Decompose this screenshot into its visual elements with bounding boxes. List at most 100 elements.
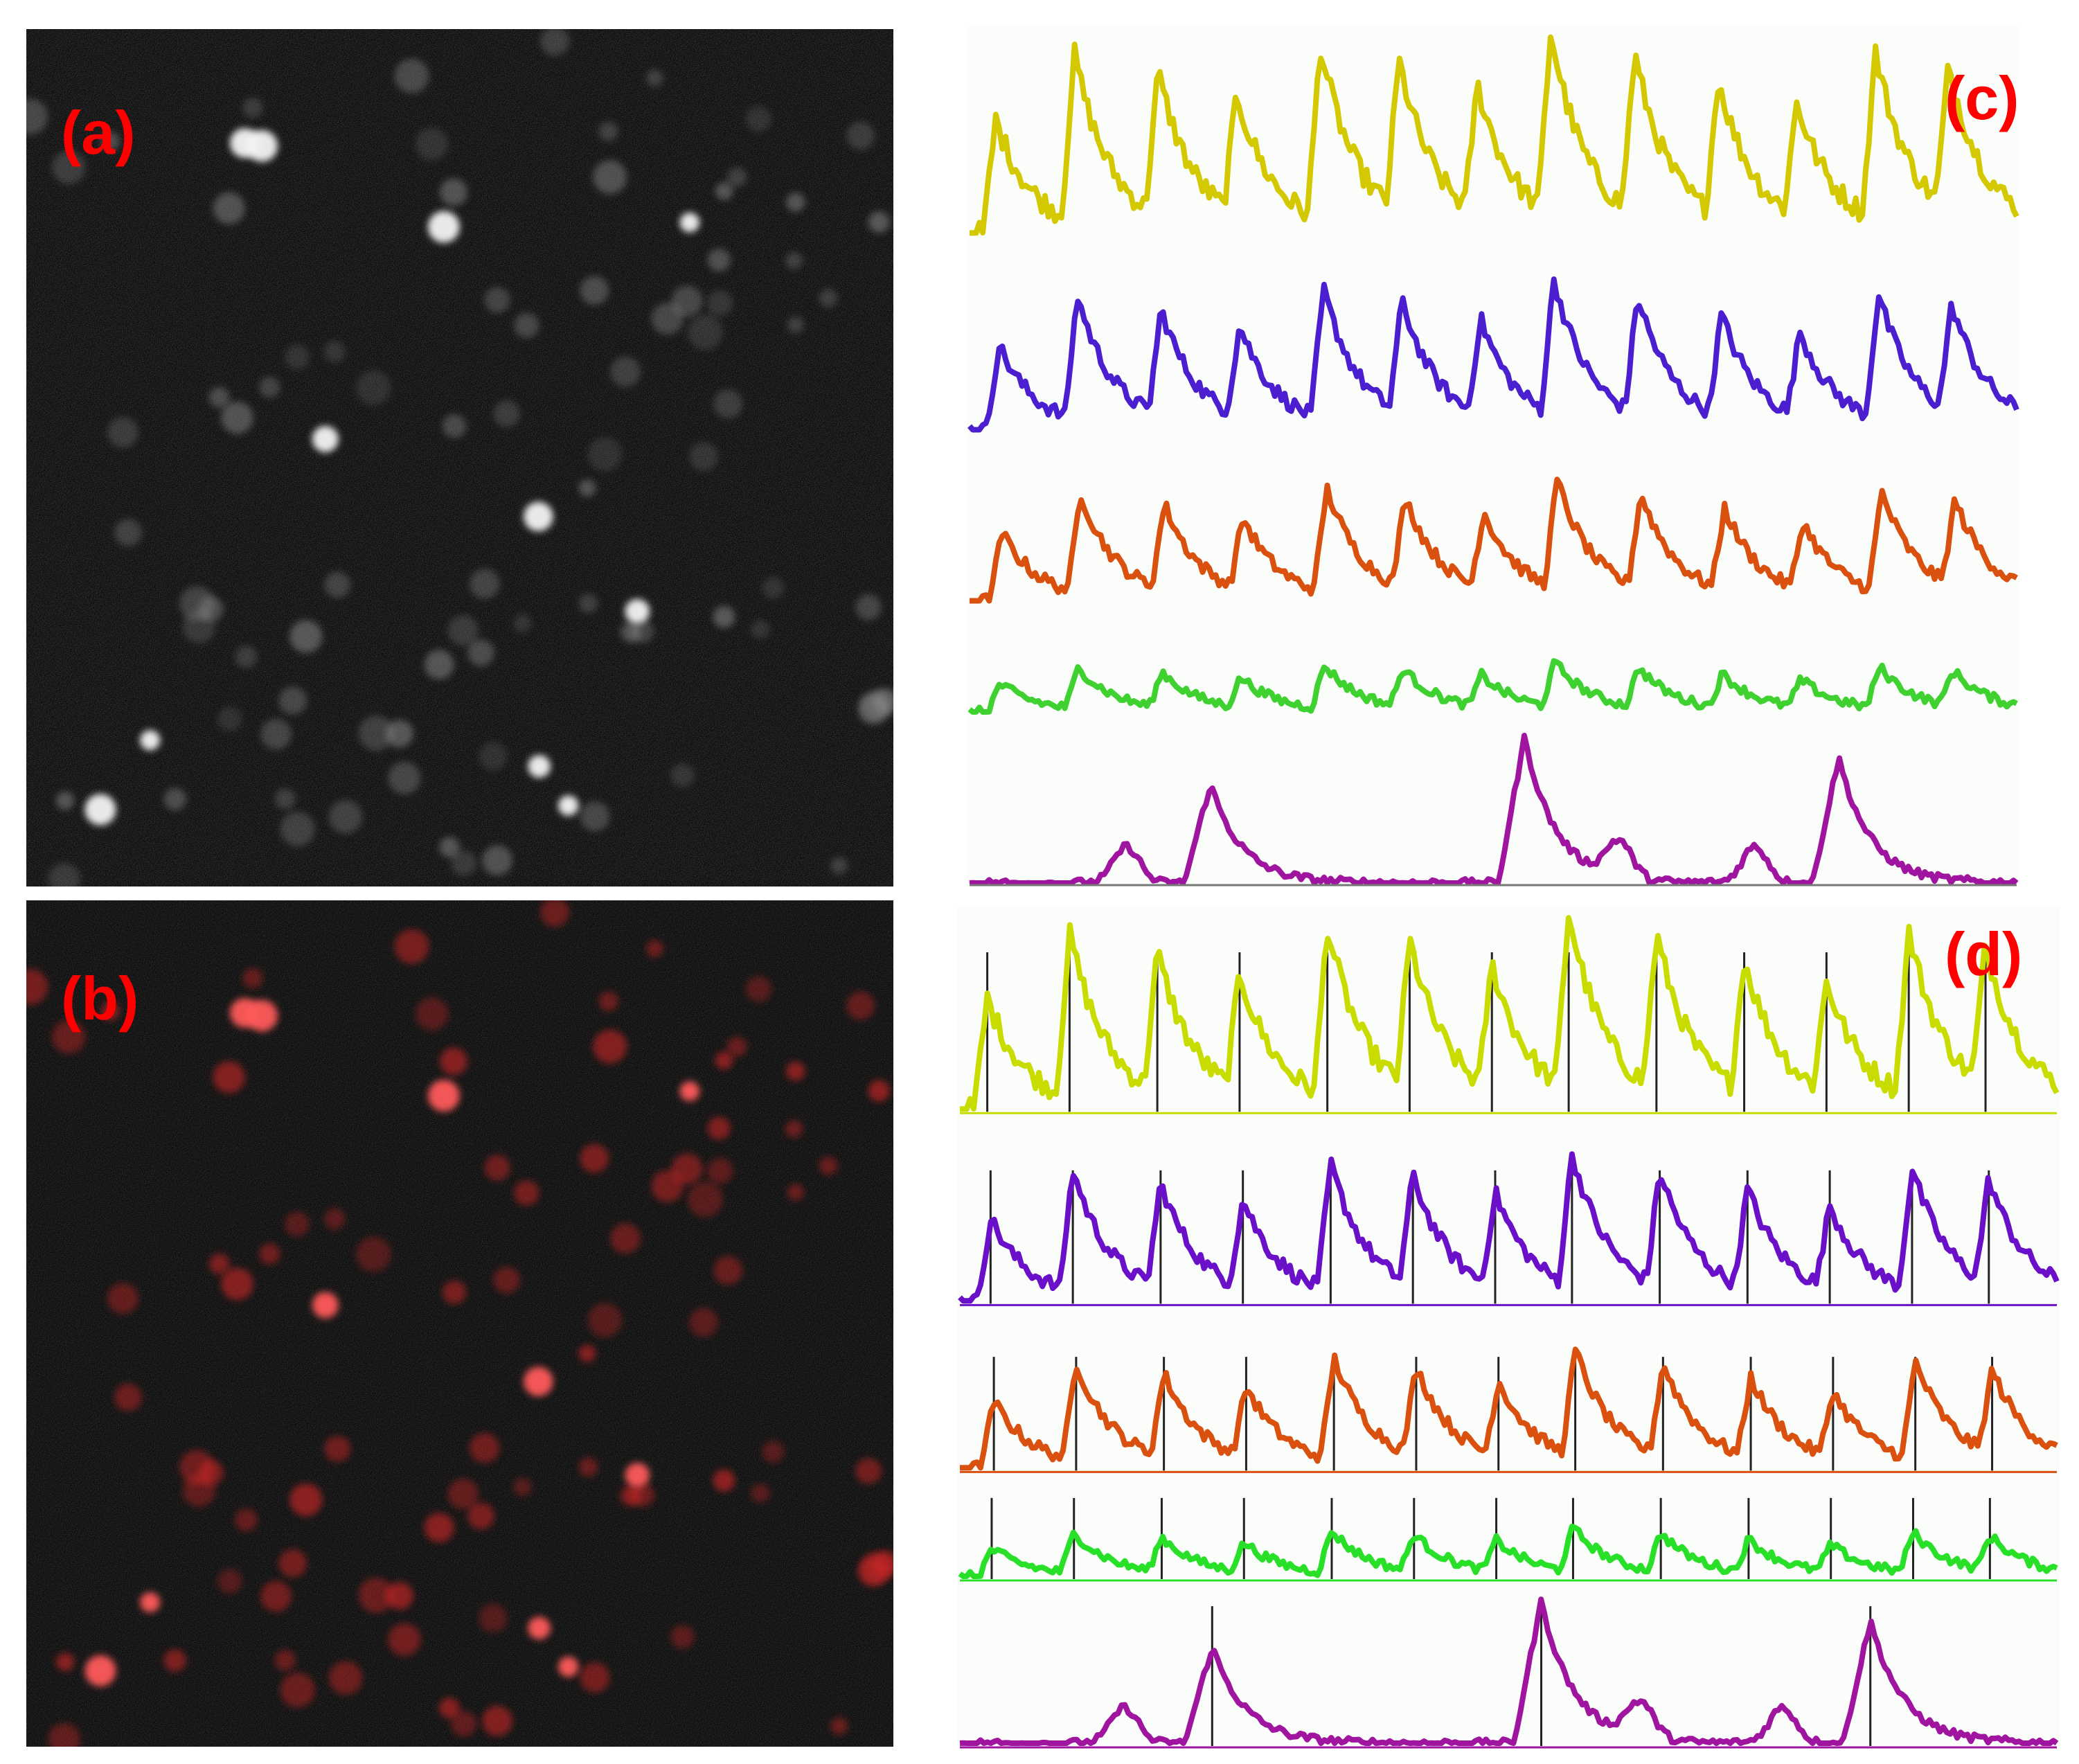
cell (260, 718, 292, 750)
trace (970, 34, 2019, 236)
cell (493, 1267, 520, 1294)
cell (855, 594, 882, 621)
cell (713, 1256, 743, 1285)
cell (751, 620, 770, 639)
cell (443, 414, 467, 438)
cell (598, 991, 618, 1012)
panel-b (26, 900, 893, 1747)
cell (715, 1051, 733, 1069)
cell (513, 1477, 532, 1497)
cell (610, 356, 641, 387)
cell (670, 1625, 695, 1649)
cell (484, 1155, 510, 1181)
cell (625, 1463, 650, 1488)
cell (862, 688, 893, 721)
cell (312, 1292, 339, 1319)
cell (786, 1062, 805, 1081)
cell (285, 344, 310, 370)
cell (524, 501, 553, 532)
trace (967, 276, 2019, 433)
cell (540, 900, 570, 927)
cell (689, 442, 718, 472)
cell (514, 1180, 539, 1206)
cell (528, 1616, 551, 1640)
cell (163, 1649, 186, 1672)
panel-d-background (957, 907, 2060, 1747)
cell (679, 212, 700, 233)
cell (727, 167, 747, 188)
panel-a (26, 29, 893, 887)
cell (386, 720, 413, 748)
cell (163, 787, 186, 810)
cell (846, 121, 875, 150)
cell (182, 610, 215, 643)
cell (578, 1344, 596, 1362)
cell (787, 316, 804, 334)
cell (428, 1080, 460, 1112)
cell (819, 1156, 838, 1175)
cell (785, 251, 803, 269)
cell (48, 863, 80, 887)
cell (48, 1723, 80, 1747)
cell (578, 479, 596, 497)
cell (470, 1433, 500, 1463)
cell (280, 811, 315, 847)
cell (107, 417, 139, 448)
cell (140, 730, 161, 751)
cell (646, 69, 663, 87)
cell (443, 1280, 467, 1304)
cell (26, 969, 48, 1005)
trace (958, 1524, 2058, 1579)
cell (727, 1036, 747, 1057)
cell (707, 248, 731, 271)
cell (386, 1582, 413, 1610)
cell (447, 615, 479, 646)
cell (830, 857, 848, 875)
cell (484, 287, 510, 313)
cell (493, 400, 520, 427)
cell (388, 761, 421, 794)
cell (868, 211, 890, 233)
cell (114, 519, 142, 546)
cell (580, 1143, 609, 1173)
cell (259, 1243, 280, 1265)
cells (26, 29, 893, 887)
cell (687, 314, 723, 350)
cell (259, 377, 280, 398)
traces (958, 34, 2060, 1749)
cell (707, 1116, 731, 1140)
cell (394, 58, 429, 93)
cell (751, 1484, 770, 1503)
cell (514, 312, 539, 339)
cell (587, 1303, 623, 1337)
cell (855, 1458, 882, 1484)
cell (285, 1211, 310, 1237)
cell (679, 1081, 700, 1101)
panel-c-background (967, 26, 2019, 887)
cell (439, 1698, 460, 1718)
cell (786, 193, 805, 212)
cell (868, 1080, 890, 1102)
cell (280, 1673, 315, 1708)
cell (762, 577, 785, 599)
cell (646, 940, 663, 958)
cell (706, 1158, 733, 1184)
cell (278, 686, 307, 715)
cell (470, 569, 500, 599)
panel-label: (a) (61, 98, 136, 167)
cell (671, 1153, 703, 1185)
cell (513, 614, 532, 633)
cell (830, 1717, 848, 1735)
cell (479, 1603, 508, 1632)
cell (323, 341, 346, 363)
cell (274, 788, 296, 810)
cell (846, 991, 875, 1020)
cell (182, 1474, 215, 1507)
cell (235, 645, 258, 668)
trace (970, 476, 2018, 604)
cell (356, 1236, 391, 1272)
cell (578, 1457, 598, 1477)
cell (84, 794, 116, 826)
